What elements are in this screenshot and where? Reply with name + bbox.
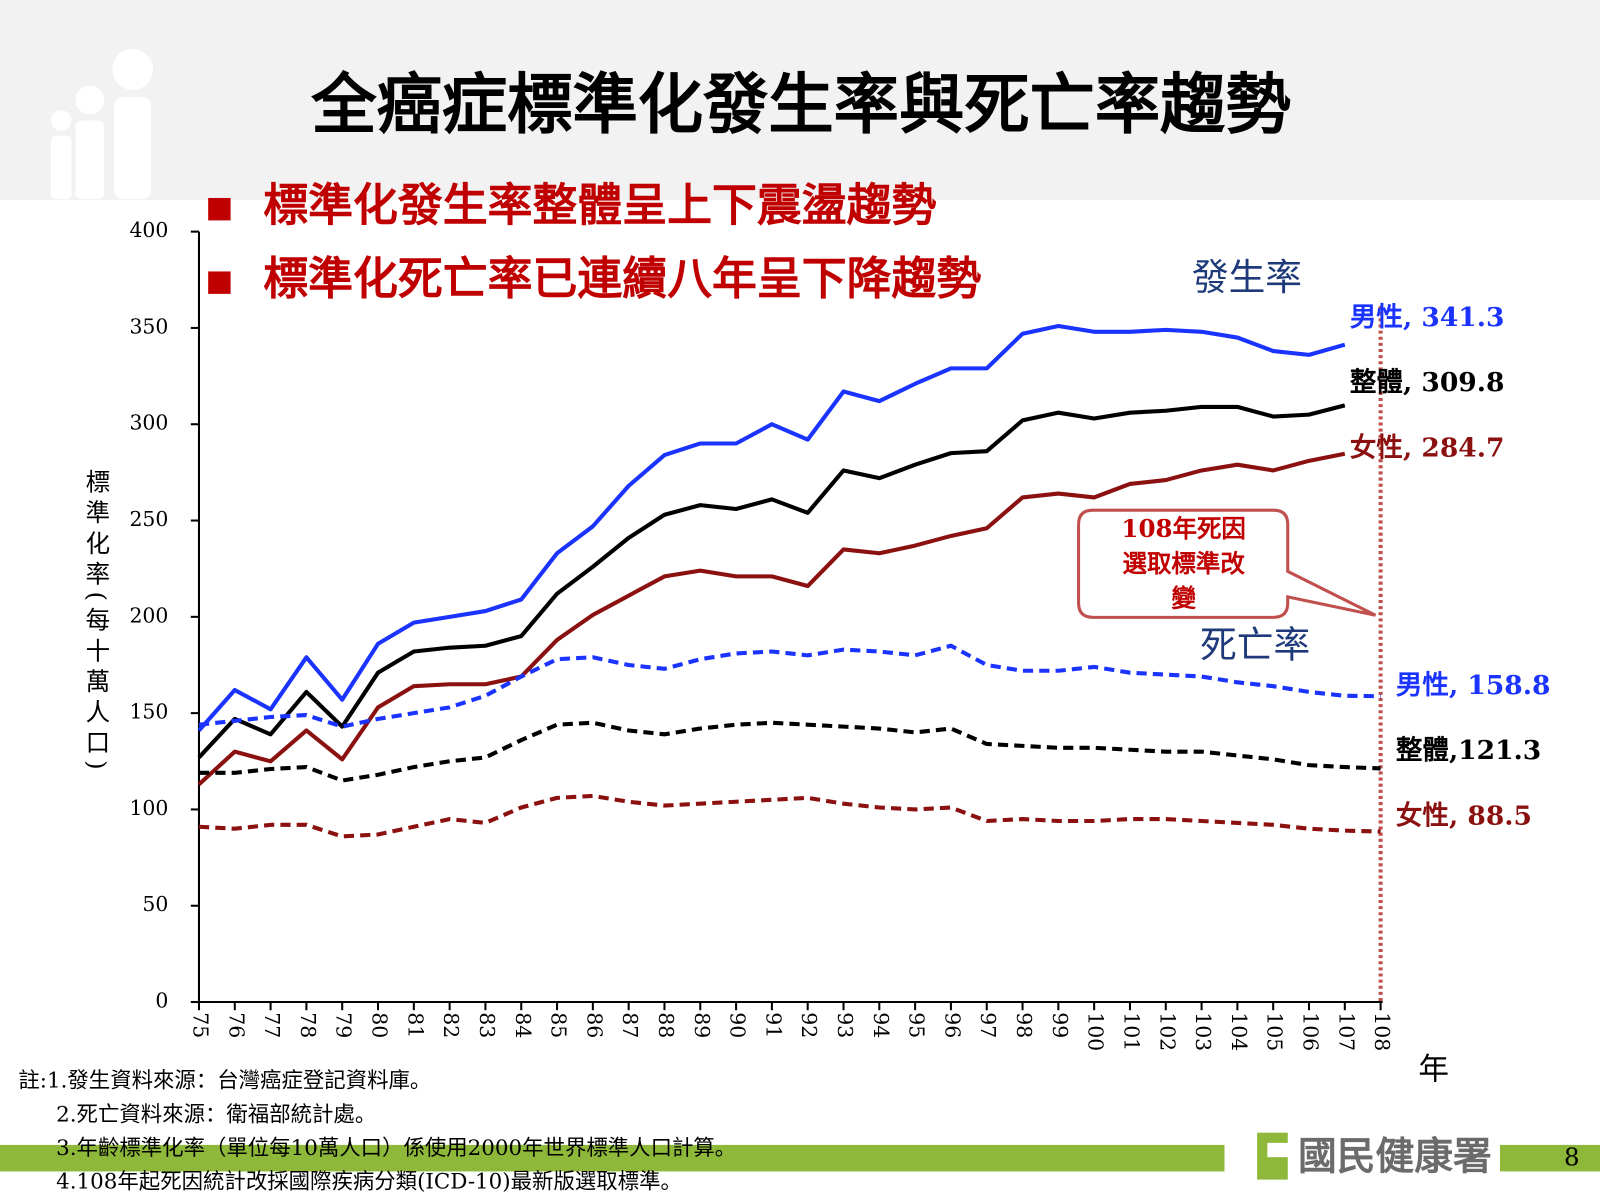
end-label: 女性, 88.5	[1396, 800, 1532, 831]
y-tick-label: 150	[129, 700, 168, 724]
y-tick-label: 350	[129, 314, 168, 338]
x-tick-label: 102	[1155, 1012, 1179, 1051]
x-tick-label: 75	[188, 1012, 212, 1038]
y-tick-label: 400	[129, 218, 168, 242]
series-line	[197, 323, 1346, 732]
series-line	[197, 451, 1346, 786]
x-tick-label: 85	[547, 1012, 571, 1038]
series-line	[198, 793, 1381, 839]
group-label: 發生率	[1192, 256, 1302, 299]
x-tick-label: 92	[797, 1012, 821, 1038]
x-tick-label: 108	[1370, 1012, 1394, 1051]
y-axis-title: 標準化率(每十萬人口)	[82, 469, 111, 776]
logo-icon	[1267, 1142, 1290, 1158]
x-tick-label: 95	[905, 1012, 929, 1038]
note: 4.108年起死因統計改採國際疾病分類(ICD-10)最新版選取標準。	[56, 1170, 682, 1195]
x-tick-label: 105	[1263, 1012, 1287, 1051]
x-tick-label: 81	[403, 1012, 427, 1038]
end-label: 男性, 341.3	[1350, 302, 1505, 333]
y-tick-label: 100	[129, 796, 168, 820]
x-tick-label: 93	[833, 1012, 857, 1038]
x-tick-label: 84	[511, 1012, 535, 1038]
x-tick-label: 90	[726, 1012, 750, 1038]
x-tick-label: 87	[618, 1012, 642, 1038]
x-tick-label: 106	[1298, 1012, 1322, 1051]
plot: 0 50 100 150 200 250 300 350 400 75 76 77 78 79 80 81 82…	[129, 218, 1550, 1051]
x-tick-label: 96	[940, 1012, 964, 1038]
end-label: 整體,121.3	[1396, 735, 1541, 766]
x-tick-label: 101	[1119, 1012, 1143, 1051]
x-tick-label: 80	[368, 1012, 392, 1038]
bullet-marker	[208, 197, 231, 221]
y-tick-label: 50	[142, 892, 168, 916]
x-tick-label: 97	[976, 1012, 1000, 1038]
callout-text: 108年死因	[1121, 514, 1245, 543]
x-tick-label: 76	[224, 1012, 248, 1038]
x-tick-label: 88	[654, 1012, 678, 1038]
note: 3.年齡標準化率（單位每10萬人口）係使用2000年世界標準人口計算。	[56, 1136, 736, 1161]
header-band	[0, 0, 1600, 200]
x-tick-label: 98	[1012, 1012, 1036, 1038]
x-tick-label: 89	[690, 1012, 714, 1038]
bullet-marker	[208, 271, 231, 294]
callout	[1077, 508, 1377, 619]
y-tick-label: 300	[129, 411, 168, 435]
end-label: 女性, 284.7	[1350, 433, 1505, 464]
series-line	[198, 720, 1381, 783]
x-tick-label: 107	[1334, 1012, 1358, 1051]
end-label: 男性, 158.8	[1396, 670, 1551, 701]
end-label: 整體, 309.8	[1350, 367, 1505, 398]
logo-text: 國民健康署	[1298, 1135, 1492, 1180]
y-tick-label: 0	[155, 989, 168, 1013]
x-tick-label: 103	[1191, 1012, 1215, 1051]
x-tick-label: 82	[439, 1012, 463, 1038]
header-icon	[51, 48, 154, 199]
footer-bar	[0, 1144, 1225, 1172]
footer-bar	[1500, 1144, 1600, 1172]
x-tick-label: 100	[1084, 1012, 1108, 1051]
callout-text: 變	[1171, 584, 1196, 613]
y-tick-label: 250	[129, 507, 168, 531]
note: 2.死亡資料來源：衛福部統計處。	[56, 1102, 376, 1127]
bullet: 標準化發生率整體呈上下震盪趨勢	[263, 179, 936, 232]
x-tick-label: 79	[332, 1012, 356, 1038]
x-tick-label: 77	[260, 1012, 284, 1038]
series-line	[197, 403, 1346, 759]
note: 註:1.發生資料來源：台灣癌症登記資料庫。	[18, 1069, 431, 1094]
x-tick-label: 78	[296, 1012, 320, 1038]
x-axis-title: 年	[1418, 1052, 1449, 1087]
group-label: 死亡率	[1200, 623, 1310, 666]
slide-title: 全癌症標準化發生率與死亡率趨勢	[310, 67, 1290, 143]
x-tick-label: 104	[1227, 1012, 1251, 1051]
y-tick-label: 200	[129, 603, 168, 627]
series-line	[198, 643, 1381, 729]
bullet: 標準化死亡率已連續八年呈下降趨勢	[263, 252, 981, 305]
notes: 註:1.發生資料來源：台灣癌症登記資料庫。 2.死亡資料來源：衛福部統計處。 3.年…	[18, 1069, 736, 1195]
x-tick-label: 91	[761, 1012, 785, 1038]
callout-text: 選取標準改	[1123, 549, 1246, 578]
x-tick-label: 94	[869, 1012, 893, 1038]
x-tick-label: 83	[475, 1012, 499, 1038]
x-tick-label: 86	[582, 1012, 606, 1038]
page-number: 8	[1564, 1143, 1580, 1172]
x-tick-label: 99	[1048, 1012, 1072, 1038]
